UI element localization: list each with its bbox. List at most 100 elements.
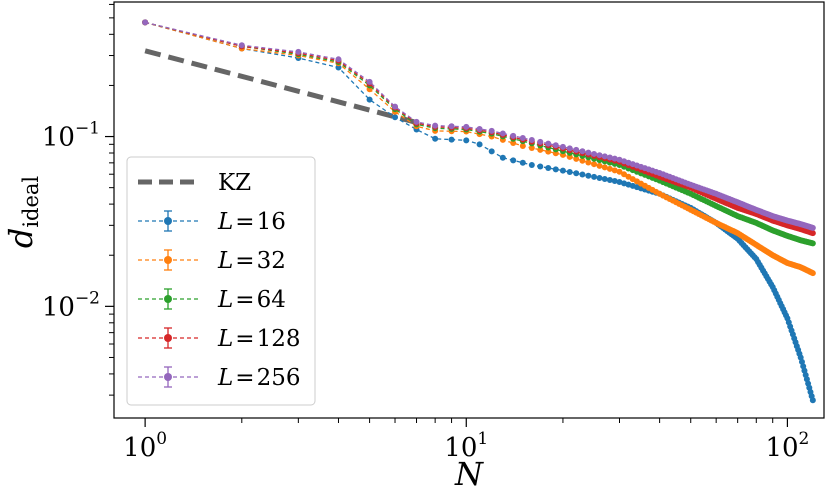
data-point xyxy=(392,114,399,121)
y-axis-label-sub: ideal xyxy=(19,176,43,228)
legend-label-eq: = xyxy=(235,248,254,274)
x-tick-exponent: 0 xyxy=(156,429,167,449)
legend-marker xyxy=(164,295,172,303)
y-axis-label-main: d xyxy=(2,228,40,248)
y-tick-label: 10−1 xyxy=(42,119,100,153)
x-axis-label: N xyxy=(454,455,484,490)
x-tick-label: 102 xyxy=(765,429,809,463)
data-point xyxy=(596,174,603,181)
data-point xyxy=(463,123,470,130)
data-point xyxy=(432,135,439,142)
data-point xyxy=(616,178,623,185)
data-point xyxy=(488,127,495,134)
legend-label-value: 16 xyxy=(257,209,286,235)
data-point xyxy=(366,96,373,103)
x-tick-label: 100 xyxy=(123,429,167,463)
legend-label-eq: = xyxy=(235,287,254,313)
data-point xyxy=(499,130,506,137)
data-point xyxy=(295,48,302,55)
series-32 xyxy=(142,19,816,277)
data-point xyxy=(510,140,517,147)
series-256 xyxy=(142,19,816,231)
data-point xyxy=(238,42,245,49)
data-point xyxy=(510,157,517,164)
data-point xyxy=(596,152,603,159)
data-point xyxy=(601,176,608,183)
y-axis-label: dideal xyxy=(2,176,43,249)
data-point xyxy=(552,142,559,149)
data-point xyxy=(611,178,618,185)
y-axis: 10−110−2 xyxy=(42,3,114,396)
legend-label-var: L xyxy=(217,209,233,235)
data-point xyxy=(448,136,455,143)
x-tick-base: 10 xyxy=(123,433,156,463)
data-point xyxy=(621,171,628,178)
data-point xyxy=(335,56,342,63)
y-tick-base: 10 xyxy=(42,123,75,153)
data-point xyxy=(591,150,598,157)
legend-label-var: L xyxy=(217,287,233,313)
data-point xyxy=(809,224,816,231)
data-point xyxy=(545,140,552,147)
data-point xyxy=(545,148,552,155)
data-point xyxy=(579,171,586,178)
legend-label-value: 256 xyxy=(257,365,301,391)
y-tick-label: 10−2 xyxy=(42,288,100,322)
x-tick-label: 101 xyxy=(444,429,488,463)
legend-label-var: L xyxy=(217,365,233,391)
legend-label-value: 128 xyxy=(257,326,301,352)
data-point xyxy=(519,135,526,142)
plot-series-group xyxy=(142,19,816,404)
legend-label-var: L xyxy=(217,326,233,352)
data-point xyxy=(552,166,559,173)
data-point xyxy=(809,270,816,277)
data-point xyxy=(559,167,566,174)
data-point xyxy=(499,154,506,161)
legend-label-value: 64 xyxy=(257,287,286,313)
data-point xyxy=(606,165,613,172)
data-point xyxy=(809,397,816,404)
data-point xyxy=(528,144,535,151)
x-tick-exponent: 2 xyxy=(799,429,810,449)
legend-label: L=32 xyxy=(217,248,286,274)
y-tick-exponent: −2 xyxy=(75,288,100,308)
data-point xyxy=(142,19,149,26)
legend-kz-label: KZ xyxy=(218,170,251,196)
data-point xyxy=(463,137,470,144)
x-tick-base: 10 xyxy=(765,433,798,463)
data-point xyxy=(476,125,483,132)
data-point xyxy=(413,118,420,125)
data-point xyxy=(432,122,439,129)
data-point xyxy=(537,163,544,170)
legend-label: L=128 xyxy=(217,326,300,352)
data-point xyxy=(616,168,623,175)
data-point xyxy=(585,159,592,166)
data-point xyxy=(537,138,544,145)
y-tick-exponent: −1 xyxy=(75,119,100,139)
data-point xyxy=(579,148,586,155)
data-point xyxy=(335,64,342,71)
legend-label-eq: = xyxy=(235,326,254,352)
data-point xyxy=(579,157,586,164)
y-tick-base: 10 xyxy=(42,292,75,322)
data-point xyxy=(611,155,618,162)
data-point xyxy=(528,137,535,144)
x-tick-base: 10 xyxy=(444,433,477,463)
data-point xyxy=(448,123,455,130)
data-point xyxy=(510,132,517,139)
legend-marker xyxy=(164,217,172,225)
data-point xyxy=(611,167,618,174)
legend-box xyxy=(126,156,316,406)
data-point xyxy=(528,161,535,168)
legend-marker xyxy=(164,256,172,264)
legend-label-value: 32 xyxy=(257,248,286,274)
legend-label-eq: = xyxy=(235,365,254,391)
x-axis: 100 101 102 xyxy=(123,418,809,463)
legend-label-eq: = xyxy=(235,209,254,235)
series-16 xyxy=(142,19,816,404)
legend-label: L=16 xyxy=(217,209,286,235)
data-point xyxy=(601,164,608,171)
